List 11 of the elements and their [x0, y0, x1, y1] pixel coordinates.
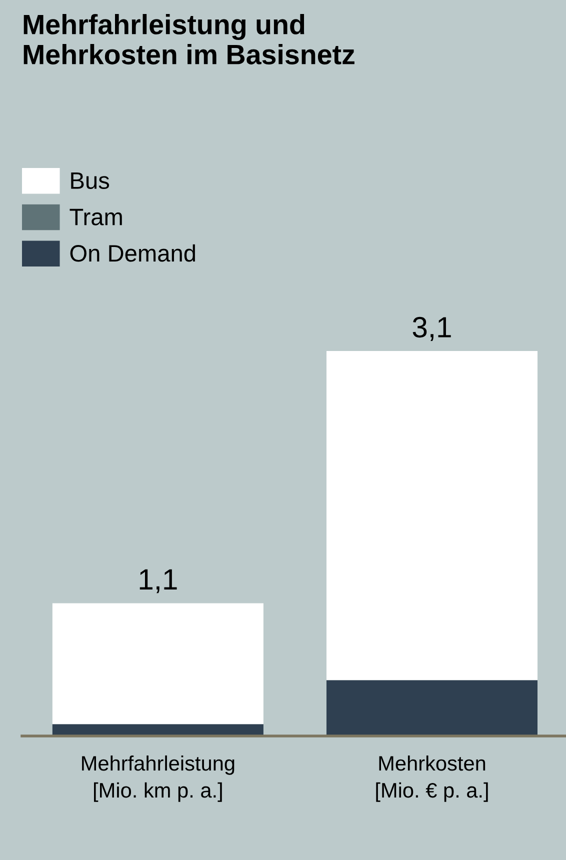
- legend-label: Tram: [70, 208, 122, 226]
- legend-label: Bus: [71, 172, 110, 190]
- bar: [326, 680, 538, 736]
- chart-title: Mehrfahrleistung und Mehrkosten im Basisnetz: [24, 14, 354, 64]
- bar: [52, 603, 264, 724]
- bar: [326, 351, 538, 680]
- x-tick-label: Mehrkosten [Mio. € p. a.]: [376, 755, 488, 802]
- annotation: 1,1: [140, 569, 177, 594]
- legend-label: On Demand: [70, 244, 196, 262]
- annotation: 3,1: [412, 316, 451, 342]
- x-tick-label: Mehrfahrleistung [Mio. km p. a.]: [82, 755, 234, 802]
